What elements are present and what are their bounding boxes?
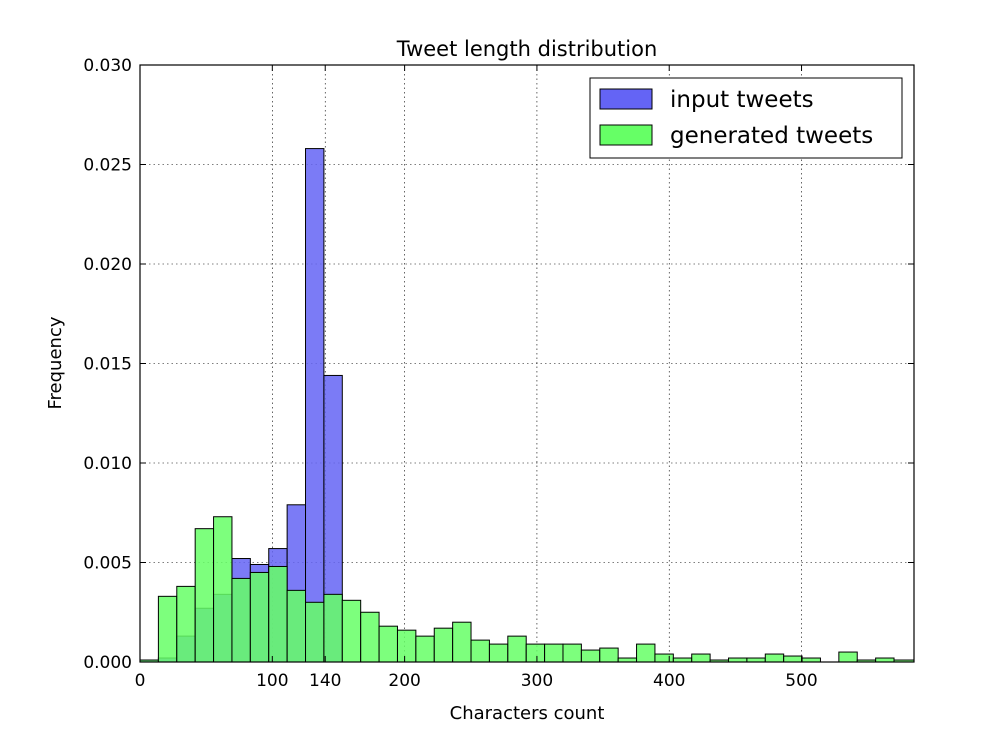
generated-tweets-bar <box>488 643 509 663</box>
generated-tweets-bar <box>378 625 398 663</box>
legend: input tweets generated tweets <box>589 77 903 159</box>
generated-tweets-bar <box>654 653 674 663</box>
y-tick-label: 0.020 <box>83 255 132 275</box>
x-tick-label: 400 <box>653 671 685 691</box>
y-axis-label: Frequency <box>45 316 66 409</box>
legend-label-generated: generated tweets <box>670 123 873 149</box>
generated-tweets-bar <box>636 643 656 663</box>
y-tick-label: 0.015 <box>83 355 132 375</box>
generated-tweets-bar <box>268 565 288 663</box>
generated-tweets-bar <box>783 655 803 663</box>
input-tweets-bar <box>305 148 325 663</box>
x-axis-label: Characters count <box>450 703 605 724</box>
generated-tweets-bars <box>139 516 915 663</box>
generated-tweets-bar <box>452 621 472 663</box>
generated-tweets-bar <box>415 635 435 663</box>
generated-tweets-bar <box>764 653 785 663</box>
generated-tweets-bar <box>249 571 270 663</box>
generated-tweets-bar <box>580 649 601 663</box>
legend-label-input: input tweets <box>670 87 814 113</box>
generated-tweets-bar <box>470 639 490 663</box>
generated-tweets-bar <box>544 643 564 663</box>
y-tick-label: 0.000 <box>83 653 132 673</box>
x-tick-label: 500 <box>785 671 817 691</box>
chart-title: Tweet length distribution <box>396 37 658 61</box>
x-axis-ticks: 0 100 140 200 300 400 500 <box>135 65 818 691</box>
generated-tweets-bar <box>525 643 546 663</box>
generated-tweets-bar <box>396 629 417 663</box>
generated-tweets-bar <box>213 516 233 663</box>
x-tick-label: 300 <box>521 671 553 691</box>
legend-swatch-input <box>599 88 653 110</box>
y-tick-label: 0.030 <box>83 56 132 76</box>
y-tick-label: 0.010 <box>83 454 132 474</box>
generated-tweets-bar <box>507 635 527 663</box>
x-tick-label: 100 <box>256 671 288 691</box>
generated-tweets-bar <box>433 627 454 663</box>
generated-tweets-bar <box>360 611 380 663</box>
x-tick-label: 200 <box>388 671 420 691</box>
generated-tweets-bar <box>691 653 711 663</box>
y-tick-label: 0.005 <box>83 554 132 574</box>
generated-tweets-bar <box>194 528 215 663</box>
generated-tweets-bar <box>323 593 343 663</box>
generated-tweets-bar <box>286 589 307 663</box>
y-axis-ticks: 0.000 0.005 0.010 0.015 0.020 0.025 0.030 <box>83 56 914 673</box>
y-tick-label: 0.025 <box>83 156 132 176</box>
generated-tweets-bar <box>838 651 858 663</box>
generated-tweets-bar <box>157 595 178 663</box>
generated-tweets-bar <box>562 643 582 663</box>
generated-tweets-bar <box>599 647 619 663</box>
generated-tweets-bar <box>231 577 251 663</box>
x-tick-label: 140 <box>309 671 341 691</box>
generated-tweets-bar <box>176 585 196 663</box>
generated-tweets-bar <box>305 601 325 663</box>
x-tick-label: 0 <box>135 671 146 691</box>
legend-swatch-generated <box>599 124 653 146</box>
generated-tweets-bar <box>341 599 362 663</box>
